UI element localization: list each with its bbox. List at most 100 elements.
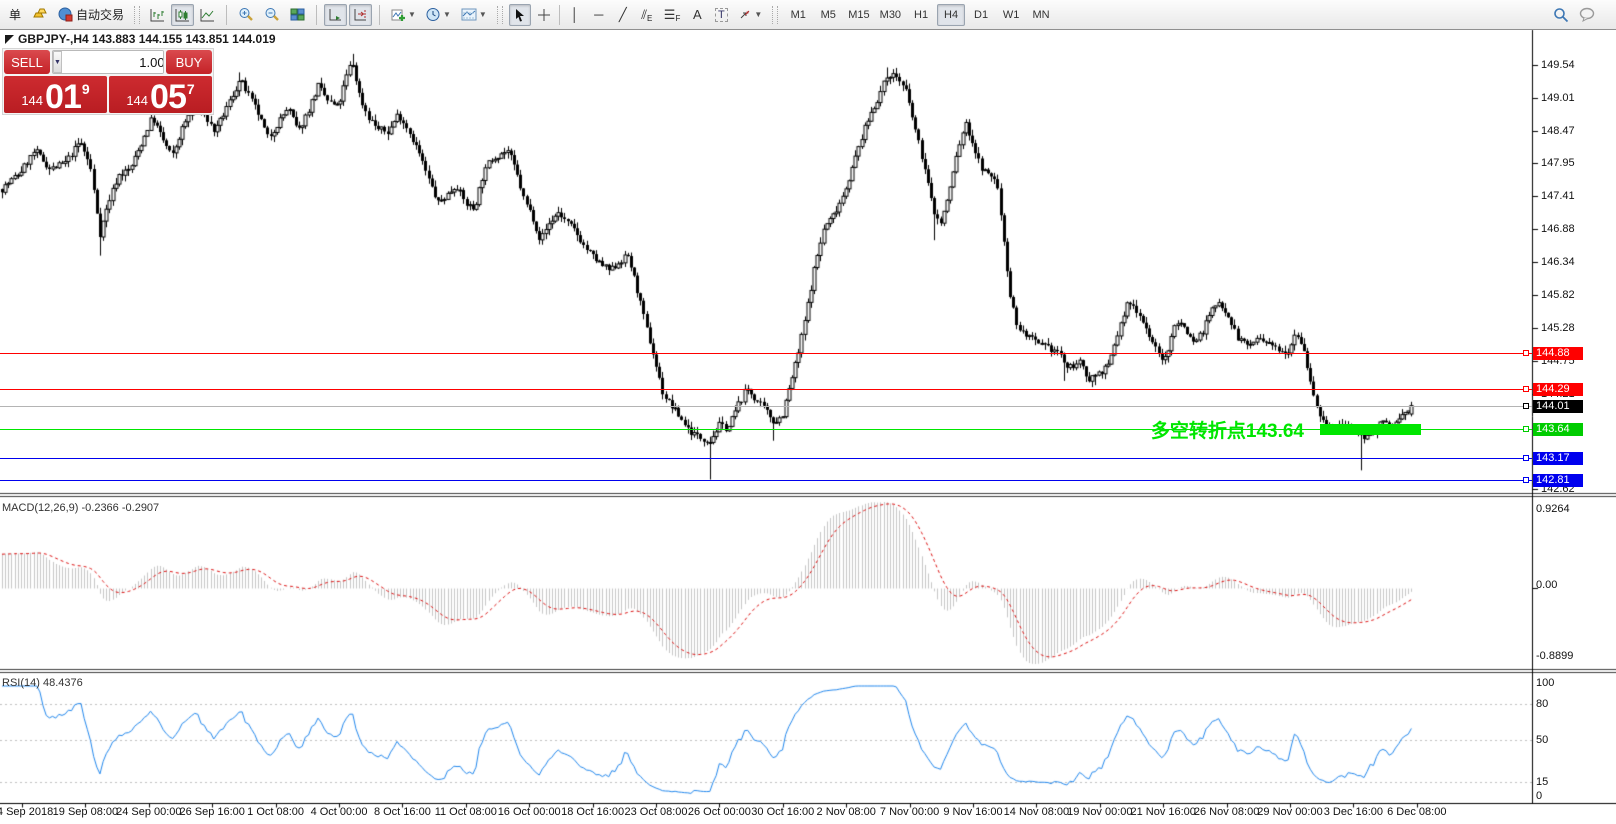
hline-support-2[interactable] xyxy=(0,480,1532,481)
fibo-glyph: ☰ xyxy=(663,6,676,22)
tile-windows-icon[interactable] xyxy=(286,4,309,26)
arrows-tool[interactable]: ▼ xyxy=(734,4,766,26)
hline-pivot-green[interactable] xyxy=(0,429,1532,430)
cursor-svg xyxy=(515,8,524,21)
rsi-label: RSI(14) 48.4376 xyxy=(2,677,83,689)
sell-button[interactable]: SELL xyxy=(4,50,50,74)
crosshair-icon[interactable] xyxy=(533,4,555,26)
chart-title-text: GBPJPY-,H4 143.883 144.155 143.851 144.0… xyxy=(18,32,276,46)
indicators-icon xyxy=(391,9,406,21)
timeframe-button-mn[interactable]: MN xyxy=(1032,8,1050,21)
fibonacci-tool[interactable]: ☰ F xyxy=(660,4,685,26)
search-icon[interactable] xyxy=(1549,4,1573,26)
price-tick-149.54: 149.54 xyxy=(1541,59,1575,71)
hline-support-1[interactable] xyxy=(0,458,1532,459)
price-badge-144.88: 144.88 xyxy=(1533,347,1583,360)
search-svg xyxy=(1554,7,1569,22)
line-anchor-square xyxy=(1523,426,1529,432)
time-tick-21: 29 Nov 00:00 xyxy=(1257,806,1323,818)
price-tick-145.28: 145.28 xyxy=(1541,322,1575,334)
toolbar-drag-handle[interactable] xyxy=(134,5,141,24)
chat-icon[interactable] xyxy=(1575,4,1601,26)
macd-scale-0.00: 0.00 xyxy=(1536,579,1558,591)
chat-svg xyxy=(1579,7,1595,22)
price-tick-147.95: 147.95 xyxy=(1541,157,1575,169)
cursor-icon[interactable] xyxy=(508,3,531,26)
dropdown-arrow-icon: ▼ xyxy=(408,10,416,19)
chart-shift-icon[interactable] xyxy=(349,3,373,26)
time-tick-1: 14 Sep 2018 xyxy=(0,806,54,818)
new-order-button[interactable]: 单 xyxy=(4,4,26,26)
time-tick-4: 26 Sep 16:00 xyxy=(179,806,245,818)
timeframe-button-m15[interactable]: M15 xyxy=(848,8,870,21)
candlestick-chart-icon[interactable] xyxy=(171,3,195,26)
fibo-letter: F xyxy=(675,13,681,23)
volume-decrease-button[interactable]: ▼ xyxy=(53,51,62,73)
horizontal-line-tool[interactable]: ─ xyxy=(594,7,604,22)
trendline-tool[interactable]: ╱ xyxy=(618,6,627,22)
line-chart-icon[interactable] xyxy=(196,4,219,26)
text-label-tool[interactable]: T xyxy=(710,4,732,26)
autotrading-button[interactable]: 自动交易 xyxy=(54,4,128,26)
auto-scroll-svg xyxy=(329,8,342,20)
price-tick-145.82: 145.82 xyxy=(1541,289,1575,301)
timeframe-button-w1[interactable]: W1 xyxy=(1002,8,1020,21)
line-anchor-square xyxy=(1523,403,1529,409)
gold-bars-icon[interactable] xyxy=(28,4,52,26)
toolbar-drag-handle[interactable] xyxy=(496,5,503,24)
timeframe-group: M1 M5 M15 M30 H1 H4 D1 W1 MN xyxy=(780,0,1059,29)
line-anchor-square xyxy=(1523,386,1529,392)
time-tick-17: 14 Nov 08:00 xyxy=(1003,806,1070,818)
rsi-scale-15: 15 xyxy=(1536,776,1549,788)
bar-chart-icon[interactable] xyxy=(146,4,169,26)
macd-scale-0.9264: 0.9264 xyxy=(1536,503,1570,515)
timeframe-button-m30[interactable]: M30 xyxy=(879,8,902,21)
buy-price-display[interactable]: 144 05 7 xyxy=(109,76,212,114)
green-pivot-zone[interactable] xyxy=(1320,424,1421,435)
bar-chart-svg xyxy=(150,8,165,21)
text-tool[interactable]: A xyxy=(686,4,708,26)
time-tick-7: 8 Oct 16:00 xyxy=(373,806,431,818)
indicators-button[interactable]: ▼ xyxy=(387,4,420,26)
time-tick-11: 23 Oct 08:00 xyxy=(624,806,688,818)
volume-box: ▼ ▲ xyxy=(52,50,164,74)
time-tick-6: 4 Oct 00:00 xyxy=(310,806,368,818)
buy-button[interactable]: BUY xyxy=(166,50,212,74)
hline-resistance-2[interactable] xyxy=(0,389,1532,390)
sell-price-base: 144 xyxy=(21,93,44,108)
toolbar-group-main: 单 自动交易 xyxy=(0,0,132,29)
price-badge-142.81: 142.81 xyxy=(1533,474,1583,487)
timeframe-button-m5[interactable]: M5 xyxy=(820,8,836,21)
line-anchor-square xyxy=(1523,477,1529,483)
templates-button[interactable]: ▼ xyxy=(457,4,491,26)
equidistant-channel-tool[interactable]: ⫽ E xyxy=(636,4,658,26)
pivot-annotation-text[interactable]: 多空转折点143.64 xyxy=(1150,421,1304,442)
timeframe-button-m1[interactable]: M1 xyxy=(790,8,806,21)
auto-scroll-icon[interactable] xyxy=(324,3,348,26)
dropdown-arrow-icon: ▼ xyxy=(478,10,487,19)
toolbar-drag-handle[interactable] xyxy=(772,5,779,24)
toolbar-group-zoom xyxy=(230,0,313,29)
arrows-icon xyxy=(740,10,750,19)
timeframe-button-h4[interactable]: H4 xyxy=(937,3,966,26)
hline-resistance-1[interactable] xyxy=(0,353,1532,354)
time-tick-3: 24 Sep 00:00 xyxy=(116,806,182,818)
sell-price-display[interactable]: 144 01 9 xyxy=(4,76,107,114)
one-click-panel-toggle-icon[interactable] xyxy=(5,34,14,44)
line-anchor-square xyxy=(1523,350,1529,356)
rsi-scale-50: 50 xyxy=(1536,734,1549,746)
timeframe-button-d1[interactable]: D1 xyxy=(974,8,989,21)
channel-letter: E xyxy=(647,13,653,23)
hline-current-price[interactable] xyxy=(0,406,1532,407)
timeframe-button-h1[interactable]: H1 xyxy=(914,8,929,21)
time-tick-22: 3 Dec 16:00 xyxy=(1323,806,1384,818)
label-tool-letter: T xyxy=(714,7,728,22)
periods-button[interactable]: ▼ xyxy=(422,4,455,26)
autotrading-icon xyxy=(58,7,73,22)
volume-input[interactable] xyxy=(61,51,163,73)
zoom-out-icon[interactable] xyxy=(260,4,284,26)
zoom-in-icon[interactable] xyxy=(234,4,258,26)
price-badge-144.01: 144.01 xyxy=(1533,400,1583,413)
vertical-line-tool[interactable]: │ xyxy=(570,7,579,22)
